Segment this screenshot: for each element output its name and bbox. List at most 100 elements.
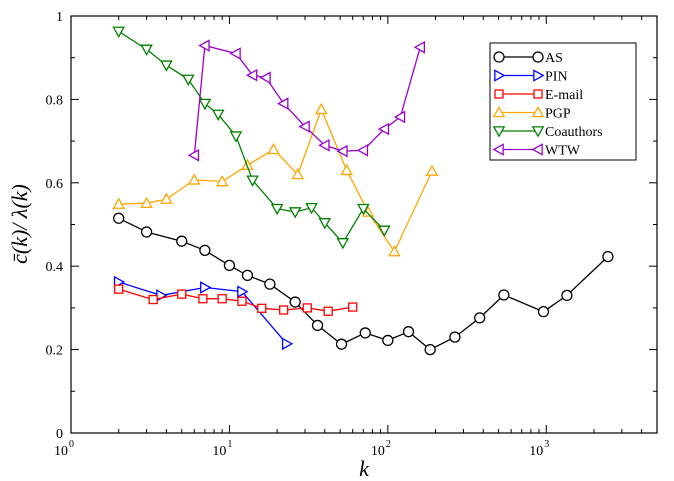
data-point-e-mail [177,289,187,299]
data-point-as [402,326,415,338]
data-point-as [289,296,301,308]
data-point-as [241,269,254,282]
data-point-coauthors [140,44,153,56]
data-point-pgp [112,197,125,209]
x-tick-base: 10 [529,444,543,459]
data-point-coauthors [211,109,225,121]
data-point-as [113,212,125,224]
data-point-coauthors [305,203,318,215]
legend-item-wtw: WTW [492,143,581,159]
series-wtw [187,39,425,162]
data-point-e-mail [257,303,267,313]
data-point-wtw [187,148,200,162]
data-point-as [449,331,461,343]
legend-label-coauthors: Coauthors [545,125,603,140]
data-point-wtw [413,40,425,54]
legend-item-pin: PIN [494,69,568,85]
data-point-as [140,226,153,238]
legend: AS PIN E-mail PGP Coauthors WTW [489,42,637,161]
series-as [113,212,614,356]
data-point-coauthors [378,225,391,237]
data-point-pin [281,337,294,351]
data-point-e-mail [198,294,208,304]
legend-item-as: AS [493,51,563,66]
data-point-as [311,319,324,332]
data-point-as [199,244,211,257]
data-point-wtw [246,68,258,82]
data-point-coauthors [112,26,125,38]
legend-item-coauthors: Coauthors [492,125,603,140]
data-point-coauthors [336,238,350,250]
data-point-coauthors [288,207,302,219]
data-point-coauthors [357,203,370,216]
data-point-wtw [318,138,330,152]
x-tick-exponent: 2 [386,439,391,450]
series-coauthors [112,26,391,250]
data-point-wtw [198,39,210,52]
x-tick-base: 10 [371,444,385,459]
data-point-e-mail [279,305,289,315]
data-point-coauthors [246,175,259,187]
data-point-e-mail [302,303,312,313]
y-tick-label: 0.2 [46,344,64,359]
y-tick-label: 0.8 [46,93,64,108]
data-point-pgp [291,167,305,180]
data-point-e-mail [348,302,358,312]
data-point-as [223,259,236,272]
data-point-pgp [314,102,328,115]
data-point-coauthors [181,74,195,86]
data-point-e-mail [217,294,227,304]
legend-marker-pgp [531,105,545,118]
y-tick-label: 1 [56,10,63,25]
data-point-as [176,235,188,247]
data-point-wtw [336,144,348,158]
x-tick-exponent: 3 [544,439,549,450]
data-point-e-mail [323,306,333,316]
x-tick-exponent: 0 [69,439,74,450]
data-point-pgp [388,245,401,257]
legend-marker-pin [494,69,506,82]
data-point-pin [200,281,212,294]
data-point-coauthors [229,131,243,143]
data-point-as [335,338,348,350]
series-pgp [112,102,439,257]
data-point-pgp [425,164,439,176]
x-tick-label: 10 1 [212,439,232,459]
data-point-pgp [215,175,229,187]
data-point-e-mail [114,284,124,294]
y-tick-label: 0 [56,427,63,442]
x-tick-label: 10 3 [529,439,549,459]
data-point-pgp [187,173,201,185]
data-point-coauthors [198,98,212,111]
data-point-wtw [393,110,406,124]
series-e-mail [114,284,358,316]
data-point-pgp [267,142,280,155]
data-point-coauthors [318,218,332,230]
legend-marker-e-mail [533,89,543,99]
x-tick-label: 10 0 [54,439,74,459]
data-point-as [424,343,436,356]
y-tick-label: 0.6 [46,177,64,192]
legend-label-e-mail: E-mail [545,88,583,103]
data-point-pgp [140,196,153,209]
data-point-as [382,334,394,347]
x-tick-base: 10 [54,444,68,459]
legend-marker-pin [533,69,545,82]
data-point-as [537,306,550,318]
legend-label-wtw: WTW [545,144,581,159]
legend-label-pin: PIN [545,70,568,85]
series-line-coauthors [118,30,385,244]
data-point-e-mail [237,296,247,306]
legend-label-as: AS [545,51,563,66]
legend-marker-coauthors [492,126,506,138]
legend-marker-as [493,51,505,63]
data-point-wtw [356,143,369,157]
data-point-coauthors [160,60,173,72]
legend-marker-as [532,51,544,63]
legend-item-pgp: PGP [492,105,571,122]
legend-marker-pgp [492,105,506,118]
legend-marker-coauthors [531,126,545,138]
data-point-pgp [340,163,354,176]
